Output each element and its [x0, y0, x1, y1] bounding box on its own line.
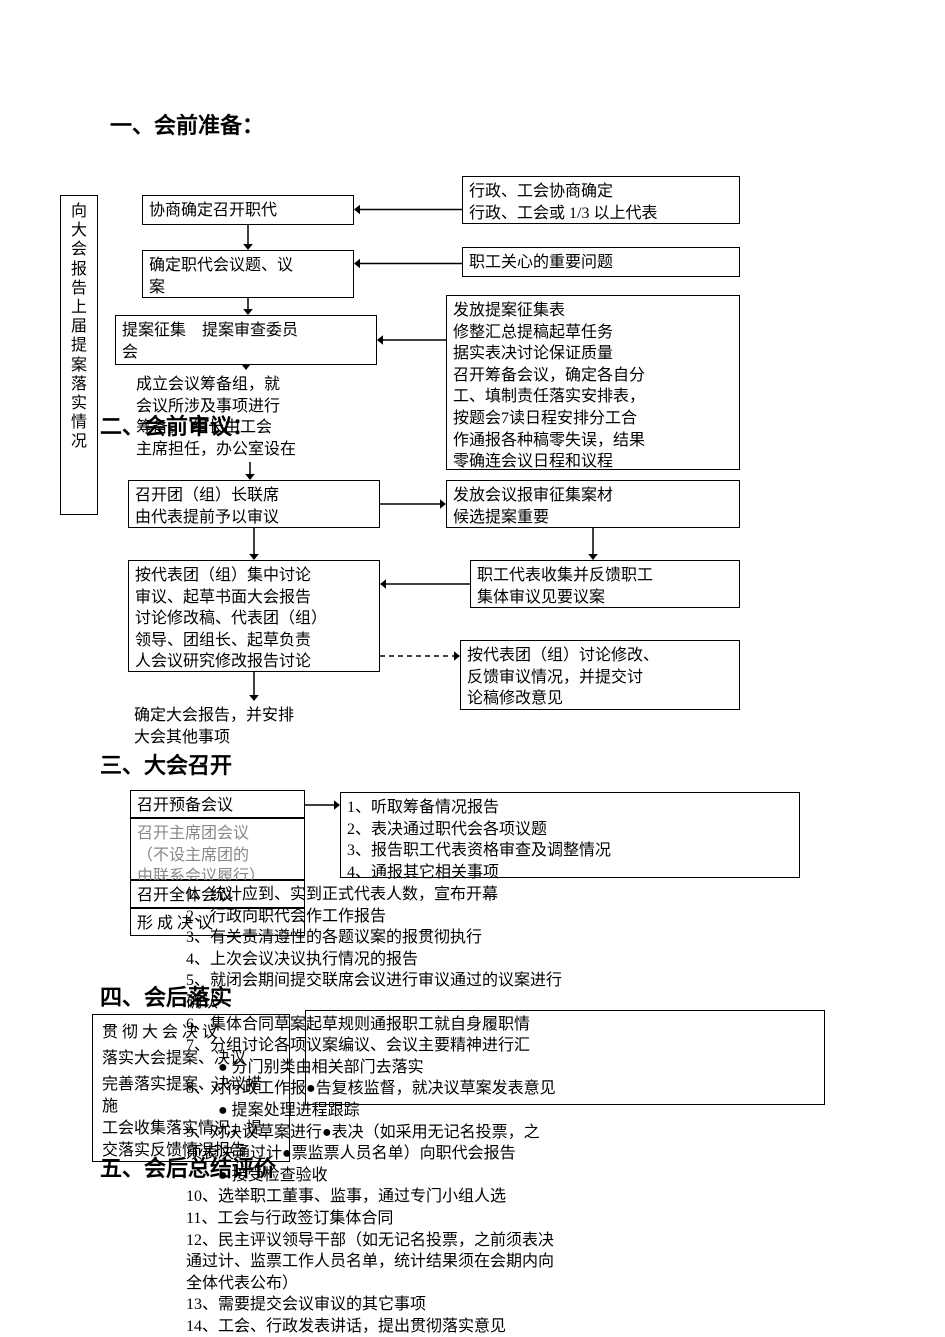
flow-node-r5: 职工代表收集并反馈职工 集体审议见要议案 [470, 560, 740, 608]
flow-node-b2: 确定职代会议题、议 案 [142, 250, 354, 298]
side-note: 向 大 会 报 告 上 届 提 案 落 实 情 况 [60, 195, 98, 515]
flow-node-b4: 成立会议筹备组，就 会议所涉及事项进行 筹备。 组长由工会 主席担任，办公室设在 [130, 370, 370, 462]
flow-node-b5: 召开团（组）长联席 由代表提前予以审议 [128, 480, 380, 528]
flow-node-r4: 发放会议报审征集案材 候选提案重要 [446, 480, 740, 528]
flow-node-b1: 协商确定召开职代 [142, 195, 354, 225]
section-heading: 三、大会召开 [100, 748, 232, 780]
flow-node-r3: 发放提案征集表 修整汇总提稿起草任务 据实表决讨论保证质量 召开筹备会议，确定各… [446, 295, 740, 470]
flow-node-b6: 按代表团（组）集中讨论 审议、起草书面大会报告 讨论修改稿、代表团（组） 领导、… [128, 560, 380, 672]
flow-node-b3: 提案征集 提案审查委员 会 [115, 315, 377, 365]
flow-node-list1: 1、听取筹备情况报告 2、表决通过职代会各项议题 3、报告职工代表资格审查及调整… [340, 792, 800, 878]
flow-node-r6: 按代表团（组）讨论修改、 反馈审议情况，并提交讨 论稿修改意见 [460, 640, 740, 710]
flow-node-r2: 职工关心的重要问题 [462, 247, 740, 277]
inset-frame [305, 1010, 825, 1105]
flow-node-b7: 确定大会报告，并安排 大会其他事项 [128, 701, 380, 749]
flow-node-r1: 行政、工会协商确定 行政、工会或 1/3 以上代表 [462, 176, 740, 224]
flow-node-c1: 召开预备会议 [130, 790, 305, 818]
flow-node-c2: 召开主席团会议 （不设主席团的 由联系会议履行） [130, 818, 305, 880]
section-heading: 一、会前准备： [110, 108, 264, 140]
